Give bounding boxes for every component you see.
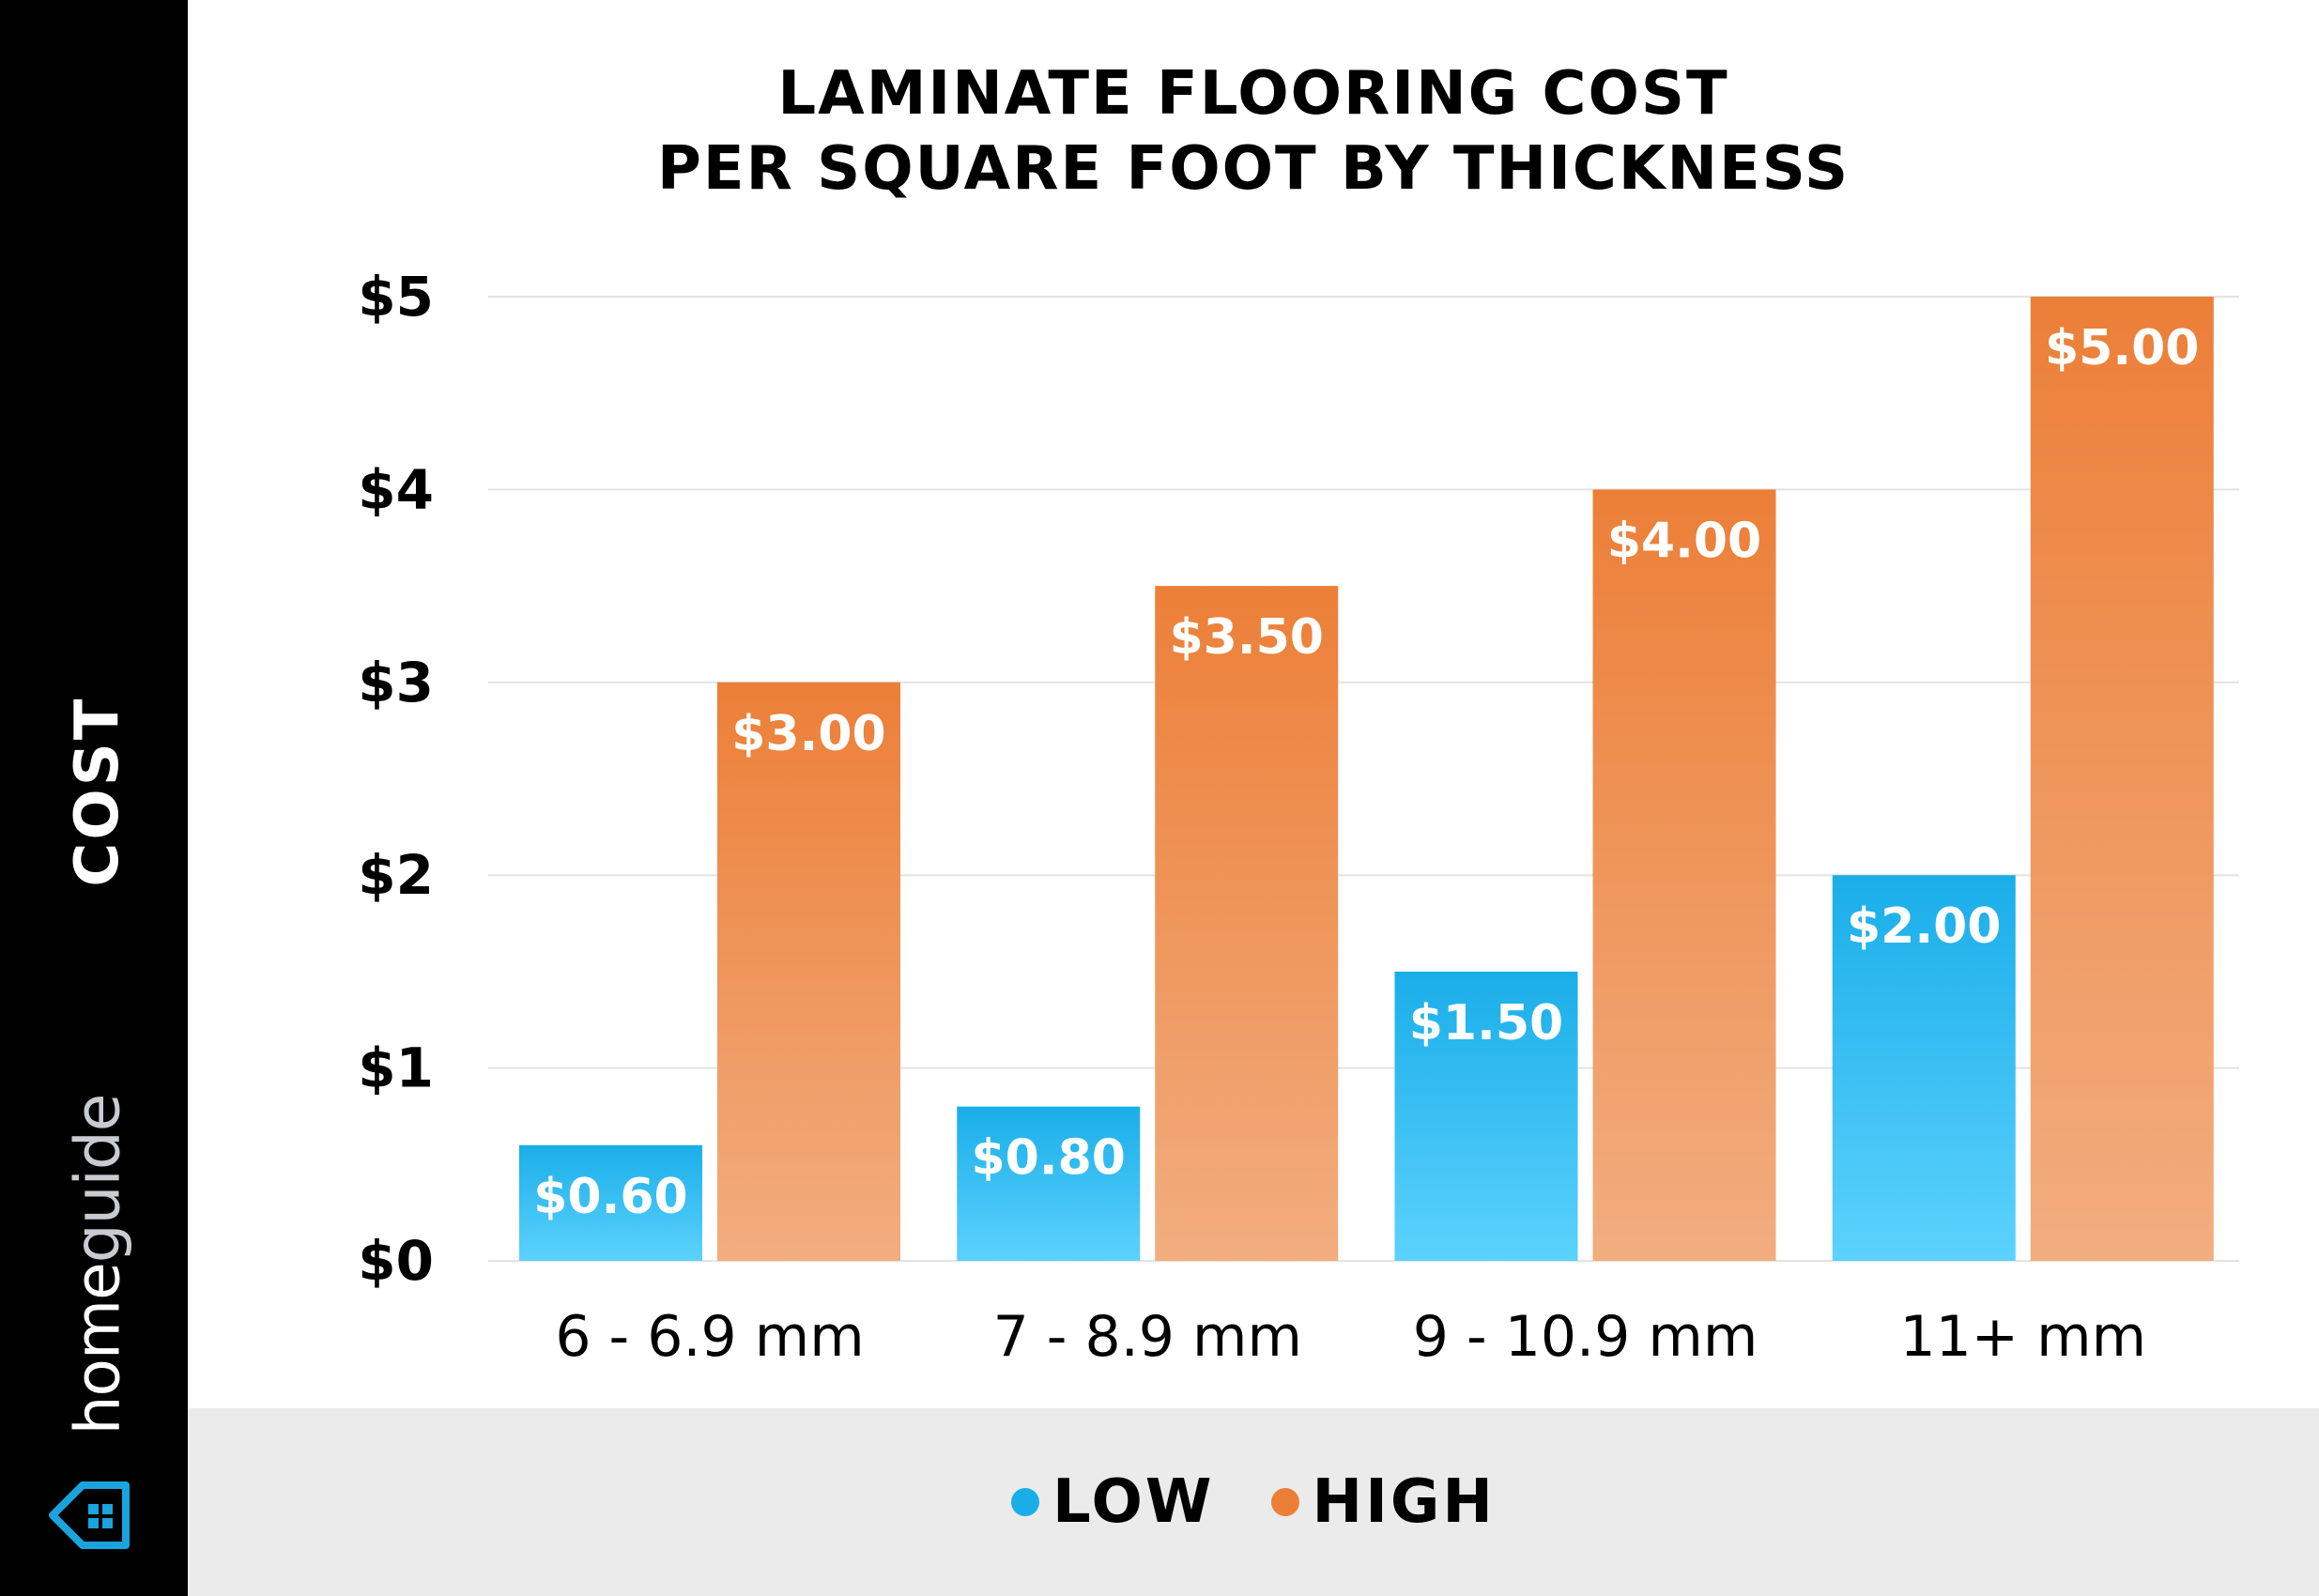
x-tick-label: 7 - 8.9 mm [993, 1304, 1302, 1370]
legend-item-high: HIGH [1270, 1467, 1496, 1537]
y-tick-label: $2 [358, 843, 434, 907]
legend-bar: LOW HIGH [188, 1408, 2319, 1596]
bar-low [519, 1144, 702, 1261]
data-label: $1.50 [1409, 995, 1563, 1051]
legend-label-high: HIGH [1312, 1467, 1496, 1537]
sidebar: COST homeguide [0, 0, 188, 1596]
data-label: $2.00 [1847, 898, 2001, 955]
bar-high [2030, 297, 2214, 1261]
bar-low [957, 1106, 1141, 1261]
data-label: $4.00 [1607, 513, 1761, 569]
legend-dot-high [1270, 1488, 1299, 1516]
y-axis-ticks: $0 $1 $2 $3 $4 $5 [358, 265, 434, 1293]
chart-title: LAMINATE FLOORING COST PER SQUARE FOOT B… [188, 56, 2319, 207]
x-axis-ticks: 6 - 6.9 mm 7 - 8.9 mm 9 - 10.9 mm 11+ mm [555, 1304, 2146, 1370]
bar-high [717, 682, 900, 1261]
legend: LOW HIGH [188, 1408, 2319, 1596]
data-label: $3.50 [1170, 609, 1324, 666]
y-tick-label: $1 [358, 1036, 434, 1100]
data-label: $5.00 [2045, 320, 2199, 376]
bar-low [1394, 971, 1578, 1261]
data-label: $0.80 [972, 1130, 1126, 1187]
bar-low [1832, 875, 2016, 1261]
chart-title-line-1: LAMINATE FLOORING COST [777, 59, 1729, 129]
bar-chart: $0 $1 $2 $3 $4 $5 $0.60 $3.00 $0.80 $3.50 $1.50 $4… [358, 265, 2239, 1370]
legend-label-low: LOW [1052, 1467, 1215, 1537]
data-label: $0.60 [533, 1169, 687, 1225]
data-labels: $0.60 $3.00 $0.80 $3.50 $1.50 $4.00 $2.00 $5.00 [533, 320, 2199, 1225]
x-tick-label: 6 - 6.9 mm [555, 1304, 864, 1370]
bar-high [1155, 586, 1339, 1261]
y-tick-label: $4 [358, 457, 434, 521]
legend-item-low: LOW [1011, 1467, 1215, 1537]
y-tick-label: $5 [358, 265, 434, 329]
bars [519, 297, 2214, 1261]
data-label: $3.00 [731, 706, 885, 762]
x-tick-label: 9 - 10.9 mm [1413, 1304, 1758, 1370]
y-tick-label: $3 [358, 651, 434, 714]
legend-dot-low [1011, 1488, 1040, 1516]
bar-high [1592, 489, 1776, 1261]
x-tick-label: 11+ mm [1899, 1304, 2146, 1370]
chart-title-line-2: PER SQUARE FOOT BY THICKNESS [656, 134, 1851, 204]
house-icon [49, 1481, 130, 1549]
y-tick-label: $0 [358, 1229, 434, 1293]
